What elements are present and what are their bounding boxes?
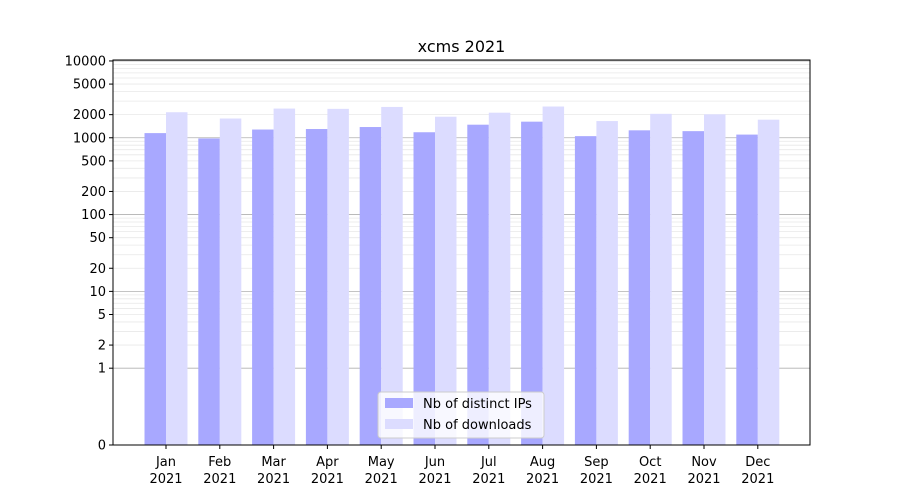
bar-distinct-ips [467, 124, 489, 446]
bar-distinct-ips [359, 127, 382, 446]
x-tick-label-month: May [368, 455, 395, 470]
legend-swatch-ips [385, 398, 413, 408]
x-tick-label-year: 2021 [634, 472, 667, 487]
x-tick-label-year: 2021 [472, 472, 505, 487]
y-tick-label: 1 [98, 362, 106, 377]
plot-frame [112, 59, 811, 446]
x-tick-label-year: 2021 [203, 472, 236, 487]
y-tick-label: 1000 [73, 131, 106, 146]
bar-downloads [381, 106, 403, 445]
bar-downloads [435, 116, 457, 445]
x-tick-label-year: 2021 [365, 472, 398, 487]
y-tick-label: 100 [81, 208, 106, 223]
bar-distinct-ips [144, 133, 166, 445]
y-tick-label: 0 [98, 439, 106, 454]
x-tick-label-month: Sep [584, 455, 609, 470]
y-tick-label: 10000 [65, 54, 106, 69]
x-tick-label-month: Apr [316, 455, 339, 470]
bar-distinct-ips [628, 130, 651, 445]
x-tick-label-month: Mar [261, 455, 286, 470]
x-tick-label-month: Feb [208, 455, 231, 470]
bar-distinct-ips [413, 132, 435, 446]
x-tick-label-month: Dec [745, 455, 770, 470]
bars-layer [144, 106, 780, 446]
bar-distinct-ips [574, 136, 597, 446]
bar-downloads [596, 121, 618, 446]
x-axis-ticks: Jan 2021 Feb 2021 Mar 2021 Apr 2021 May 2021 Jun 20… [149, 445, 774, 487]
bar-downloads [219, 118, 242, 446]
x-tick-label-month: Jun [424, 455, 445, 470]
bar-downloads [488, 112, 511, 445]
y-tick-label: 50 [89, 231, 106, 246]
legend-swatch-downloads [385, 419, 413, 429]
bar-distinct-ips [736, 134, 758, 445]
x-tick-label-year: 2021 [311, 472, 344, 487]
x-tick-label-month: Nov [691, 455, 717, 470]
x-tick-label-month: Jan [155, 455, 176, 470]
x-tick-label-year: 2021 [687, 472, 720, 487]
y-tick-label: 10 [89, 285, 106, 300]
x-tick-label-year: 2021 [149, 472, 182, 487]
x-tick-label-year: 2021 [741, 472, 774, 487]
x-tick-label-year: 2021 [580, 472, 613, 487]
x-tick-label-year: 2021 [526, 472, 559, 487]
x-tick-label-year: 2021 [257, 472, 290, 487]
x-tick-label-year: 2021 [418, 472, 451, 487]
y-tick-label: 500 [81, 154, 106, 169]
y-tick-label: 5 [98, 308, 106, 323]
x-tick-label-month: Aug [530, 455, 555, 470]
bar-distinct-ips [682, 131, 704, 445]
y-tick-label: 2000 [73, 108, 106, 123]
bar-downloads [273, 108, 296, 445]
bar-downloads [542, 106, 565, 446]
bar-distinct-ips [305, 129, 328, 445]
y-tick-label: 5000 [73, 78, 106, 93]
legend-frame [377, 391, 545, 439]
bar-distinct-ips [252, 129, 274, 445]
bar-downloads [327, 108, 349, 445]
legend-label-ips: Nb of distinct IPs [423, 397, 532, 412]
y-axis-ticks: 0 1 2 5 10 20 50 100 200 500 1000 2000 5000 10000 [65, 54, 113, 454]
x-tick-label-month: Oct [639, 455, 661, 470]
y-tick-label: 2 [98, 339, 106, 354]
bar-downloads [704, 114, 726, 445]
bar-downloads [757, 119, 780, 445]
x-tick-label-month: Jul [480, 455, 497, 470]
bar-downloads [166, 112, 188, 445]
chart-title: xcms 2021 [418, 37, 506, 56]
legend-label-downloads: Nb of downloads [423, 418, 532, 433]
bar-downloads [650, 113, 672, 445]
y-tick-label: 20 [89, 262, 106, 277]
bar-distinct-ips [521, 121, 543, 445]
bar-distinct-ips [198, 138, 220, 445]
y-tick-label: 200 [81, 185, 106, 200]
legend: Nb of distinct IPs Nb of downloads [377, 391, 545, 439]
